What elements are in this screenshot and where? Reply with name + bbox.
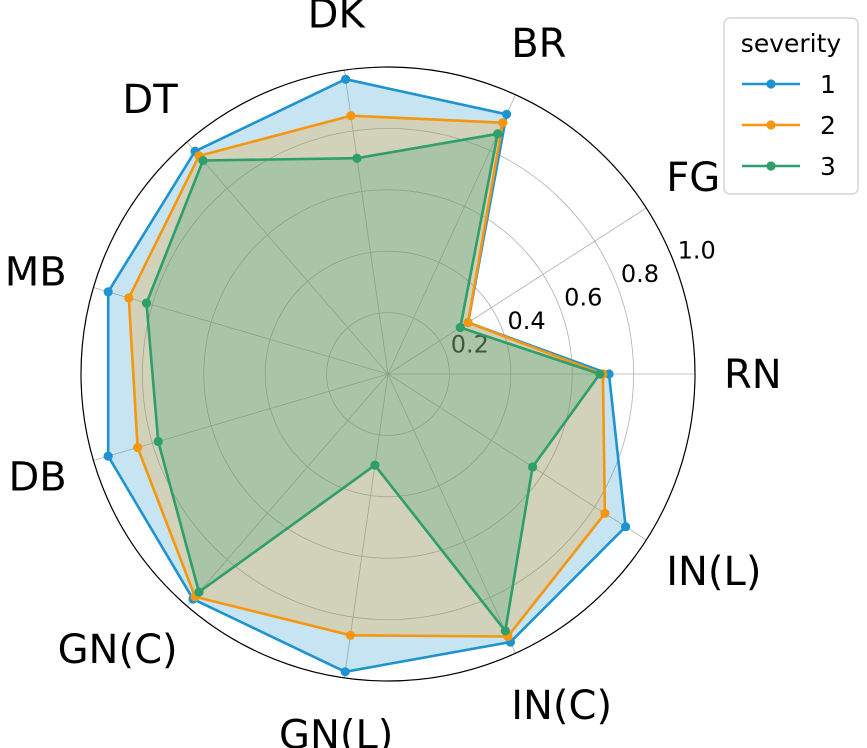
series-2-point bbox=[133, 442, 143, 453]
spoke-line bbox=[186, 373, 389, 607]
series-3-area bbox=[146, 133, 600, 631]
category-label: RN bbox=[724, 352, 782, 398]
radial-tick-label: 0.6 bbox=[564, 284, 602, 312]
grid-layer: 0.20.40.60.81.0 bbox=[80, 66, 716, 682]
category-label: DT bbox=[122, 77, 178, 123]
outer-frame bbox=[80, 66, 696, 682]
series-3-point bbox=[455, 322, 465, 333]
series-3-point bbox=[141, 298, 152, 308]
series-3-point bbox=[500, 626, 510, 636]
spoke-line bbox=[387, 94, 516, 375]
series-2-point bbox=[498, 118, 508, 128]
legend-swatch-marker bbox=[766, 161, 776, 171]
category-label: DB bbox=[8, 455, 66, 501]
category-label: IN(L) bbox=[666, 549, 761, 595]
series-2-line bbox=[127, 114, 607, 638]
series-1-point bbox=[341, 74, 351, 84]
fill-layer bbox=[108, 79, 626, 672]
series-3-point bbox=[352, 153, 362, 163]
category-label: GN(C) bbox=[58, 627, 178, 673]
series-1-line bbox=[106, 77, 627, 674]
series-1-point bbox=[103, 287, 113, 297]
legend-entry-label: 1 bbox=[820, 70, 836, 99]
legend-title: severity bbox=[741, 29, 842, 58]
radial-tick-label: 0.4 bbox=[507, 307, 545, 335]
legend-box bbox=[723, 17, 859, 195]
legend-swatch-marker bbox=[766, 79, 776, 89]
series-3-point bbox=[194, 587, 204, 597]
series-3-point bbox=[493, 129, 503, 139]
series-1-point bbox=[621, 522, 631, 532]
category-label: DK bbox=[308, 0, 367, 38]
spoke-line bbox=[343, 70, 389, 375]
spoke-line bbox=[387, 373, 516, 654]
spoke-line bbox=[387, 207, 647, 375]
legend-swatch-marker bbox=[766, 120, 776, 130]
series-2-point bbox=[346, 111, 356, 121]
series-3-point bbox=[528, 462, 538, 472]
series-1-area bbox=[108, 79, 626, 672]
category-label: MB bbox=[5, 249, 67, 295]
series-3-point bbox=[153, 436, 163, 447]
category-label: GN(L) bbox=[279, 712, 393, 748]
spoke-line bbox=[186, 141, 389, 375]
spoke-line bbox=[343, 373, 389, 678]
series-1-point bbox=[502, 109, 512, 119]
series-3-line bbox=[145, 132, 602, 633]
series-2-point bbox=[124, 293, 134, 303]
legend-entry-label: 3 bbox=[820, 152, 836, 181]
series-2-point bbox=[463, 317, 473, 328]
series-3-point bbox=[198, 155, 208, 166]
series-1-point bbox=[340, 667, 350, 677]
category-label: IN(C) bbox=[511, 683, 612, 729]
series-1-point bbox=[103, 451, 113, 461]
legend: severity 1 2 3 bbox=[723, 17, 859, 195]
spoke-line bbox=[93, 373, 389, 461]
legend-entry-label: 2 bbox=[820, 111, 836, 140]
radial-tick-label: 0.8 bbox=[621, 260, 659, 288]
label-layer: RN FG BR DK DT MB DB GN(C) GN(L) IN(C) IN(L) bbox=[5, 0, 782, 748]
category-label: FG bbox=[666, 155, 720, 201]
series-3-point bbox=[595, 369, 605, 379]
radial-tick-label: 1.0 bbox=[678, 237, 716, 265]
category-label: BR bbox=[511, 21, 566, 67]
line-layer bbox=[103, 74, 631, 677]
series-3-point bbox=[370, 460, 380, 470]
series-2-point bbox=[600, 508, 610, 519]
series-2-point bbox=[345, 630, 356, 640]
series-2-area bbox=[128, 115, 605, 637]
